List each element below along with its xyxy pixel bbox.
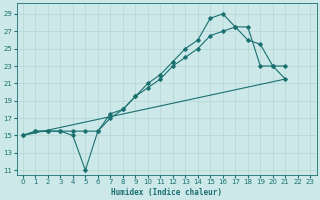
X-axis label: Humidex (Indice chaleur): Humidex (Indice chaleur) (111, 188, 222, 197)
